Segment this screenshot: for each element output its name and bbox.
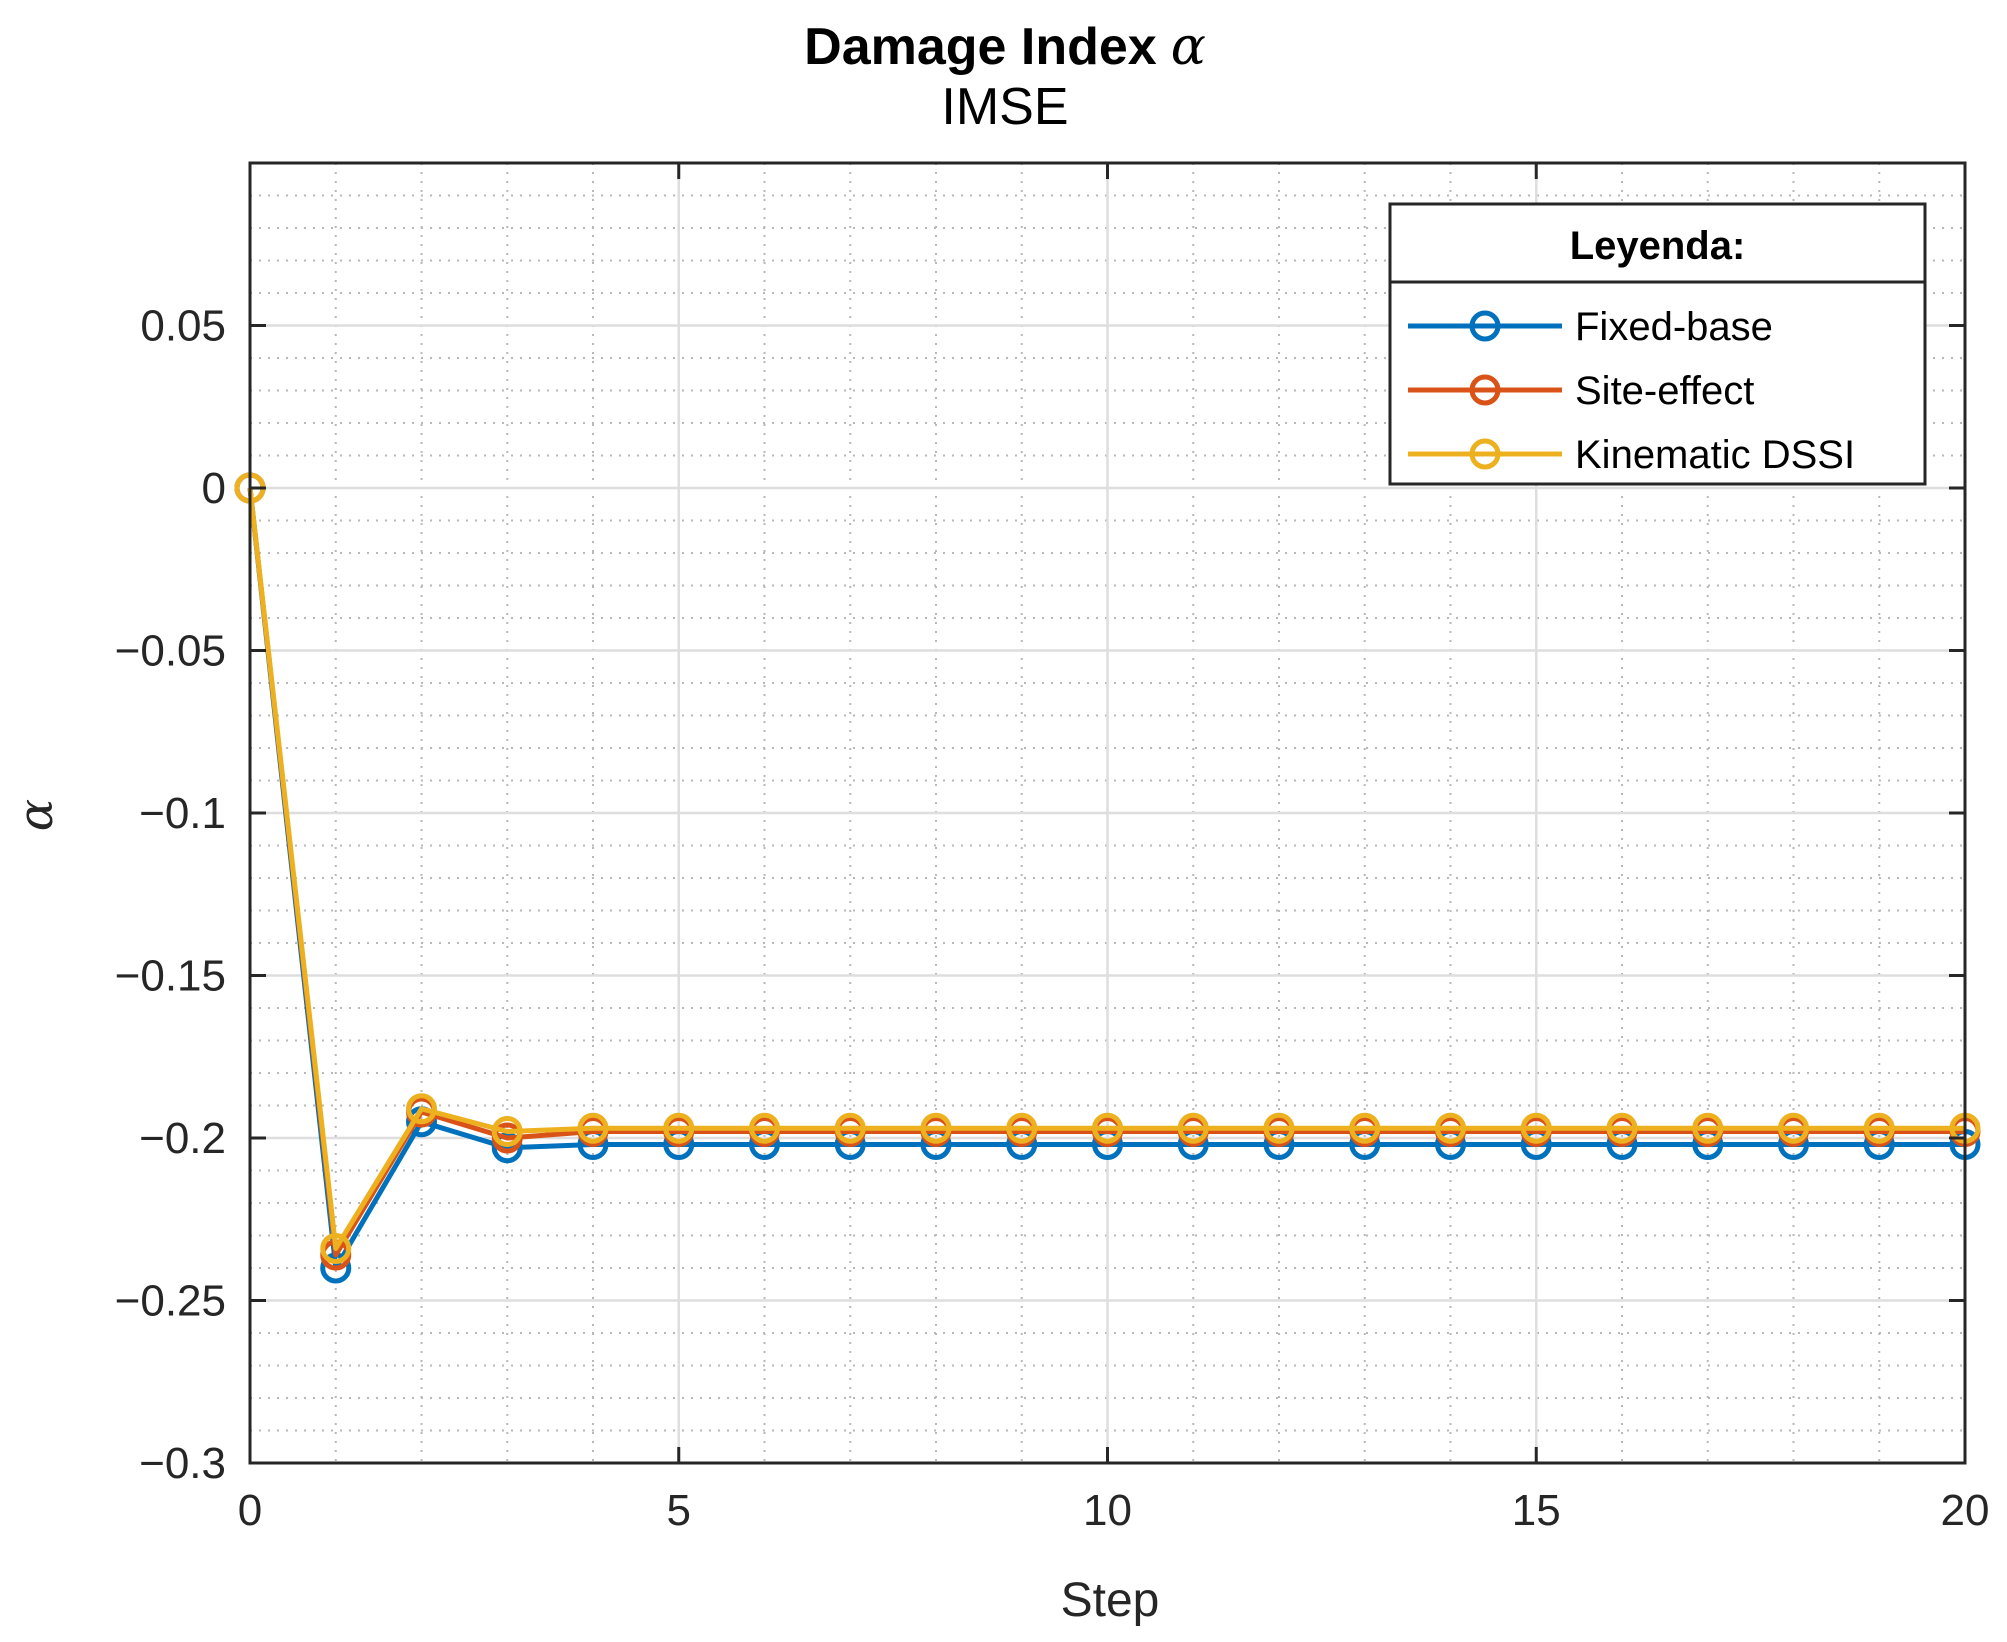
x-axis-label: Step [1061,1574,1160,1627]
chart-title-symbol: α [1171,17,1206,77]
y-tick-label: −0.2 [139,1114,226,1163]
y-tick-label: 0 [202,464,226,513]
chart-subtitle: IMSE [941,78,1068,136]
legend: Leyenda: Fixed-base Site-effect Kinematic D… [1390,204,1925,484]
y-tick-label: −0.25 [115,1277,226,1326]
plot-area: 0 5 10 15 20 0.05 0 −0.05 −0.1 −0.15 −0.2 −0.25 −0.3… [115,163,1990,1535]
y-tick-label: −0.15 [115,952,226,1001]
legend-title: Leyenda: [1570,224,1746,268]
legend-entry-label: Site-effect [1575,369,1754,413]
y-tick-label: −0.1 [139,789,226,838]
x-tick-label: 15 [1512,1486,1561,1535]
y-axis-label: α [8,799,64,831]
x-tick-label: 20 [1941,1486,1990,1535]
x-tick-label: 10 [1083,1486,1132,1535]
x-tick-label: 0 [238,1486,262,1535]
x-tick-label: 5 [667,1486,691,1535]
y-tick-label: −0.3 [139,1439,226,1488]
legend-entry-label: Fixed-base [1575,305,1773,349]
chart-title-text: Damage Index [804,18,1157,76]
y-tick-label: 0.05 [140,302,226,351]
y-tick-label: −0.05 [115,627,226,676]
legend-entry-label: Kinematic DSSI [1575,433,1855,477]
chart-title: Damage Index α [804,17,1206,77]
